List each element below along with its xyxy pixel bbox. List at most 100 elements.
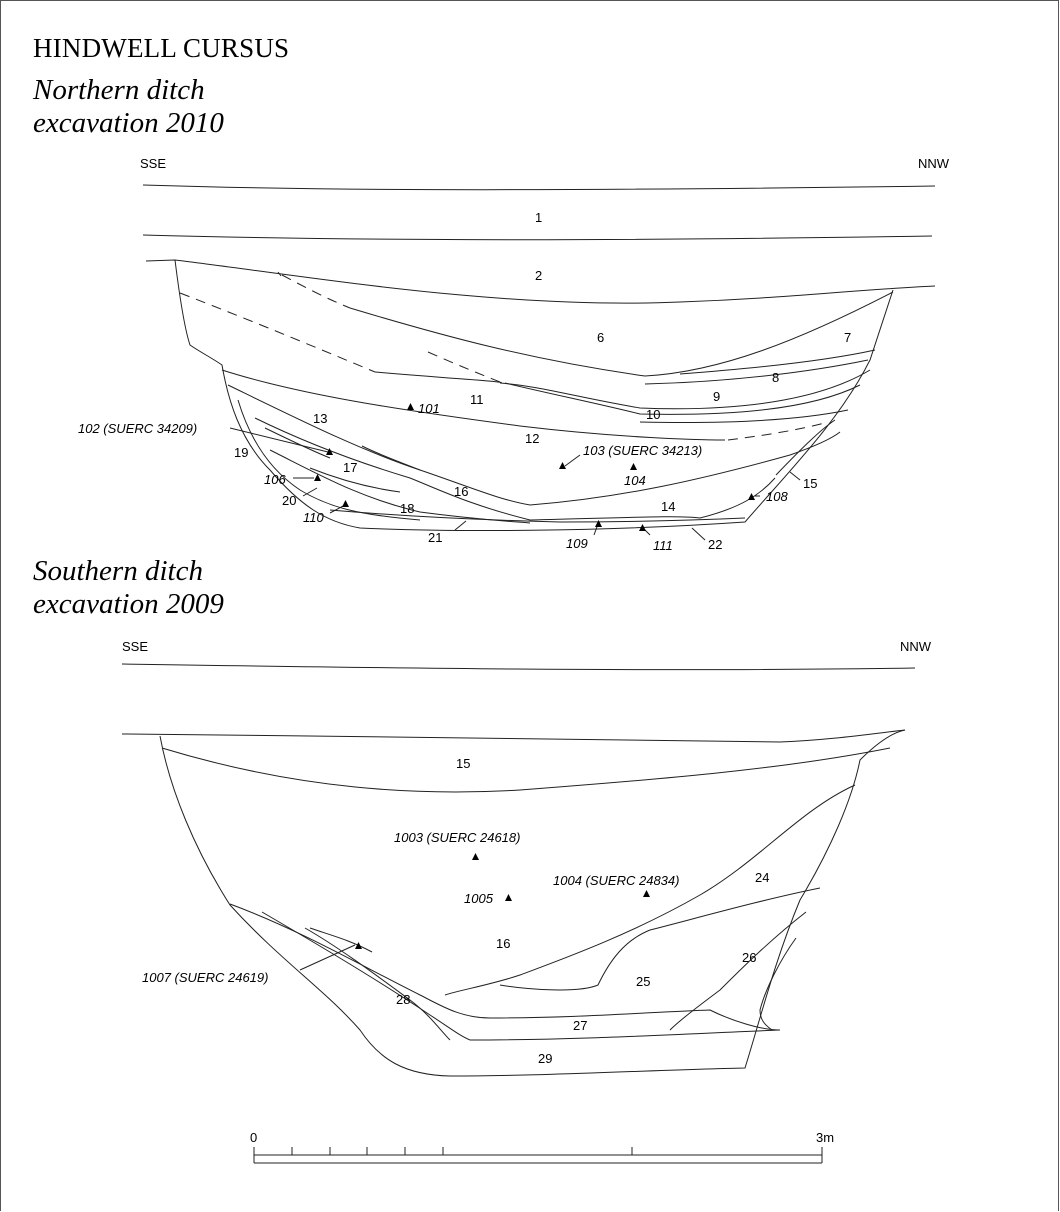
south-layer-28-label: 28 — [396, 992, 410, 1007]
northern-ditch-subtitle: Northern ditch excavation 2010 — [33, 74, 224, 141]
south-sample-1004-label: 1004 (SUERC 24834) — [553, 873, 679, 888]
south-layer-29-label: 29 — [538, 1051, 552, 1066]
north-sample-106-label: 106 — [264, 472, 286, 487]
north-layer18-b — [309, 467, 401, 493]
north-layer11-dashed — [427, 351, 501, 383]
north-right-direction: NNW — [918, 156, 950, 171]
north-sample-103-marker — [559, 462, 566, 469]
north-leader-22 — [691, 527, 706, 541]
south-layer25-base — [489, 1009, 781, 1031]
south-layer24-top — [444, 784, 856, 996]
south-layer-27-label: 27 — [573, 1018, 587, 1033]
north-layer10-base — [639, 409, 849, 423]
north-leader-15 — [789, 471, 801, 481]
north-sample-106-marker — [314, 474, 321, 481]
south-layer28-inner — [261, 911, 471, 1041]
northern-section: SSE NNW — [78, 156, 950, 553]
north-ground-surface — [142, 184, 936, 191]
south-layer-25-label: 25 — [636, 974, 650, 989]
north-sample-111-marker — [639, 524, 646, 531]
northern-subtitle-line2: excavation 2010 — [33, 107, 224, 140]
north-layer-7-label: 7 — [844, 330, 851, 345]
south-sample-1007-label: 1007 (SUERC 24619) — [142, 970, 268, 985]
north-layer8-base — [644, 359, 869, 385]
south-layer28-b — [304, 927, 451, 1041]
north-layer-18-label: 18 — [400, 501, 414, 516]
north-layer-10-label: 10 — [646, 407, 660, 422]
scale-start-label: 0 — [250, 1130, 257, 1145]
north-layer14-top — [529, 431, 841, 506]
south-layer28-top — [229, 903, 491, 1019]
southern-subtitle-line2: excavation 2009 — [33, 588, 224, 621]
north-layer21-top — [329, 509, 746, 523]
north-sample-102-marker — [326, 448, 333, 455]
scale-bar: 0 3m — [250, 1130, 834, 1164]
north-layer-16-label: 16 — [454, 484, 468, 499]
north-left-direction: SSE — [140, 156, 166, 171]
north-sample-111-label: 111 — [653, 538, 673, 553]
southern-ditch-subtitle: Southern ditch excavation 2009 — [33, 555, 224, 622]
north-cut-top — [145, 259, 936, 304]
south-layer-26-label: 26 — [742, 950, 756, 965]
north-layer-20-label: 20 — [282, 493, 296, 508]
north-sample-101-label: 101 — [418, 401, 440, 416]
south-layer26-b — [759, 937, 797, 1031]
north-sample-109-label: 109 — [566, 536, 588, 551]
south-right-direction: NNW — [900, 639, 932, 654]
south-ditch-outline — [159, 729, 906, 1077]
north-sample-110-label: 110 — [303, 510, 324, 525]
north-layer18-top — [269, 449, 531, 524]
south-layer15-base — [161, 747, 891, 793]
north-layer1-base — [142, 234, 933, 241]
scale-end-label: 3m — [816, 1130, 834, 1145]
south-leader-1007 — [299, 944, 356, 971]
north-layer-1-label: 1 — [535, 210, 542, 225]
north-leader-21 — [454, 520, 467, 531]
south-sample-1004-marker — [643, 890, 650, 897]
north-sample-104-marker — [630, 463, 637, 470]
south-sample-1007-marker — [355, 942, 362, 949]
south-layer26-a — [669, 911, 807, 1031]
north-leader-103 — [564, 454, 581, 467]
north-leader-20 — [302, 487, 318, 497]
south-layer29-line — [309, 927, 373, 953]
south-sample-1005-marker — [505, 894, 512, 901]
north-layer6-dashed — [179, 292, 376, 373]
north-layer6-base — [374, 369, 871, 410]
south-sample-1003-label: 1003 (SUERC 24618) — [394, 830, 520, 845]
south-layer27-base — [469, 1029, 781, 1041]
south-ground-surface — [121, 663, 916, 671]
north-ditch-outline — [174, 259, 894, 531]
north-layer12-dashed — [727, 421, 829, 441]
north-layer15-line — [775, 419, 836, 476]
north-layer-9-label: 9 — [713, 389, 720, 404]
north-layer16-top — [254, 417, 531, 521]
north-layer20-top — [237, 399, 421, 521]
north-sample-108-marker — [748, 493, 755, 500]
north-sample-104-label: 104 — [624, 473, 646, 488]
south-layer-24-label: 24 — [755, 870, 769, 885]
north-sample-103-label: 103 (SUERC 34213) — [583, 443, 702, 458]
north-layer2-base — [277, 271, 282, 277]
north-layer-22-label: 22 — [708, 537, 722, 552]
south-left-direction: SSE — [122, 639, 148, 654]
north-layer-21-label: 21 — [428, 530, 442, 545]
north-sample-110-marker — [342, 500, 349, 507]
north-layer2-6-line — [349, 291, 894, 377]
south-sample-1003-marker — [472, 853, 479, 860]
south-layer-16-label: 16 — [496, 936, 510, 951]
south-layer24-base — [499, 887, 821, 991]
north-layer13-base — [227, 384, 531, 506]
southern-subtitle-line1: Southern ditch — [33, 555, 203, 587]
northern-subtitle-line1: Northern ditch — [33, 74, 205, 106]
south-cut-top — [121, 729, 906, 743]
north-sample-108-label: 108 — [766, 489, 788, 504]
north-sample-109-marker — [595, 520, 602, 527]
north-leader-102 — [229, 427, 329, 453]
north-layer14-base — [529, 477, 776, 521]
north-layer17-b — [361, 445, 421, 471]
north-sample-101-marker — [407, 403, 414, 410]
north-layer-12-label: 12 — [525, 431, 539, 446]
